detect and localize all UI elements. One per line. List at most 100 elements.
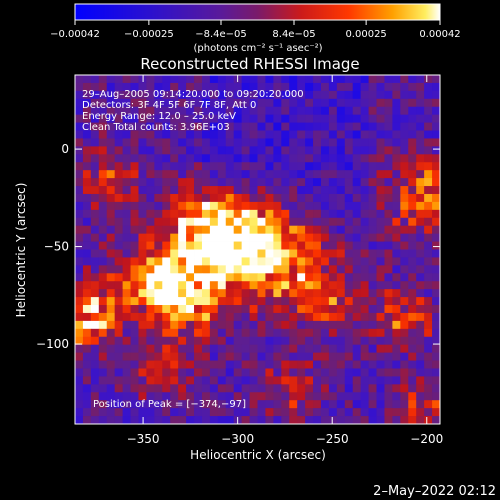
heatmap-cell [122, 138, 131, 147]
heatmap-cell [313, 75, 322, 84]
heatmap-cell [241, 209, 250, 219]
heatmap-cell [344, 241, 354, 250]
heatmap-cell [368, 122, 377, 131]
heatmap-cell [273, 241, 282, 250]
heatmap-cell [114, 170, 123, 179]
heatmap-cell [257, 368, 266, 377]
heatmap-cell [384, 114, 393, 123]
heatmap-cell [424, 233, 433, 242]
heatmap-cell [416, 98, 425, 108]
heatmap-cell [257, 186, 266, 195]
heatmap-cell [281, 178, 290, 187]
heatmap-cell [416, 336, 425, 346]
heatmap-cell [313, 352, 322, 361]
heatmap-cell [201, 249, 211, 258]
heatmap-cell [209, 75, 219, 84]
heatmap-cell [336, 320, 346, 330]
heatmap-cell [432, 392, 441, 401]
heatmap-cell [114, 233, 123, 242]
heatmap-cell [368, 328, 377, 338]
heatmap-cell [352, 225, 362, 235]
heatmap-cell [178, 336, 187, 346]
heatmap-cell [424, 257, 433, 266]
heatmap-cell [217, 82, 227, 92]
heatmap-cell [130, 408, 139, 417]
heatmap-cell [305, 98, 314, 108]
heatmap-cell [170, 225, 179, 235]
heatmap-cell [297, 217, 306, 227]
heatmap-cell [289, 130, 298, 139]
heatmap-cell [336, 289, 346, 298]
heatmap-cell [384, 162, 393, 171]
heatmap-cell [281, 312, 290, 322]
heatmap-cell [281, 305, 290, 314]
heatmap-cell [384, 233, 393, 242]
heatmap-cell [336, 130, 346, 139]
heatmap-cell [265, 408, 274, 417]
heatmap-cell [75, 265, 84, 274]
heatmap-cell [257, 392, 266, 401]
heatmap-cell [186, 281, 195, 290]
heatmap-cell [90, 289, 100, 298]
heatmap-cell [408, 170, 417, 179]
heatmap-cell [194, 400, 203, 409]
heatmap-cell [98, 392, 108, 401]
heatmap-cell [376, 265, 385, 274]
heatmap-cell [273, 178, 282, 187]
heatmap-cell [75, 416, 84, 425]
heatmap-cell [352, 344, 362, 354]
heatmap-cell [249, 305, 258, 314]
heatmap-cell [273, 297, 282, 306]
heatmap-cell [241, 336, 250, 346]
heatmap-cell [344, 360, 354, 369]
heatmap-cell [257, 352, 266, 361]
heatmap-cell [241, 217, 250, 227]
heatmap-cell [233, 241, 243, 250]
heatmap-cell [225, 178, 235, 187]
heatmap-cell [170, 90, 179, 100]
heatmap-cell [416, 408, 425, 417]
heatmap-cell [233, 186, 243, 195]
heatmap-cell [138, 186, 147, 195]
heatmap-cell [186, 122, 195, 131]
heatmap-cell [241, 193, 250, 203]
heatmap-cell [392, 376, 401, 385]
heatmap-cell [82, 320, 92, 330]
heatmap-cell [416, 75, 425, 84]
heatmap-cell [130, 384, 139, 393]
heatmap-cell [297, 320, 306, 330]
heatmap-cell [384, 297, 393, 306]
heatmap-cell [400, 82, 409, 92]
heatmap-cell [98, 336, 108, 346]
heatmap-cell [225, 368, 235, 377]
heatmap-cell [328, 257, 338, 266]
heatmap-cell [392, 305, 401, 314]
heatmap-cell [138, 233, 147, 242]
heatmap-cell [154, 146, 163, 155]
heatmap-cell [313, 344, 322, 354]
heatmap-cell [225, 312, 235, 322]
heatmap-cell [424, 312, 433, 322]
heatmap-cell [122, 249, 131, 258]
heatmap-cell [281, 241, 290, 250]
heatmap-cell [320, 201, 330, 211]
heatmap-cell [162, 138, 171, 147]
heatmap-cell [98, 320, 108, 330]
heatmap-cell [162, 98, 171, 108]
heatmap-cell [75, 162, 84, 171]
heatmap-cell [320, 90, 330, 100]
heatmap-cell [273, 90, 282, 100]
heatmap-cell [432, 376, 441, 385]
heatmap-cell [233, 273, 243, 282]
heatmap-cell [281, 75, 290, 84]
heatmap-cell [352, 186, 362, 195]
heatmap-cell [416, 273, 425, 282]
heatmap-cell [194, 193, 203, 203]
heatmap-cell [217, 178, 227, 187]
heatmap-cell [265, 305, 274, 314]
heatmap-cell [170, 320, 179, 330]
heatmap-cell [368, 257, 377, 266]
heatmap-cell [313, 130, 322, 139]
heatmap-cell [249, 82, 258, 92]
heatmap-cell [368, 360, 377, 369]
